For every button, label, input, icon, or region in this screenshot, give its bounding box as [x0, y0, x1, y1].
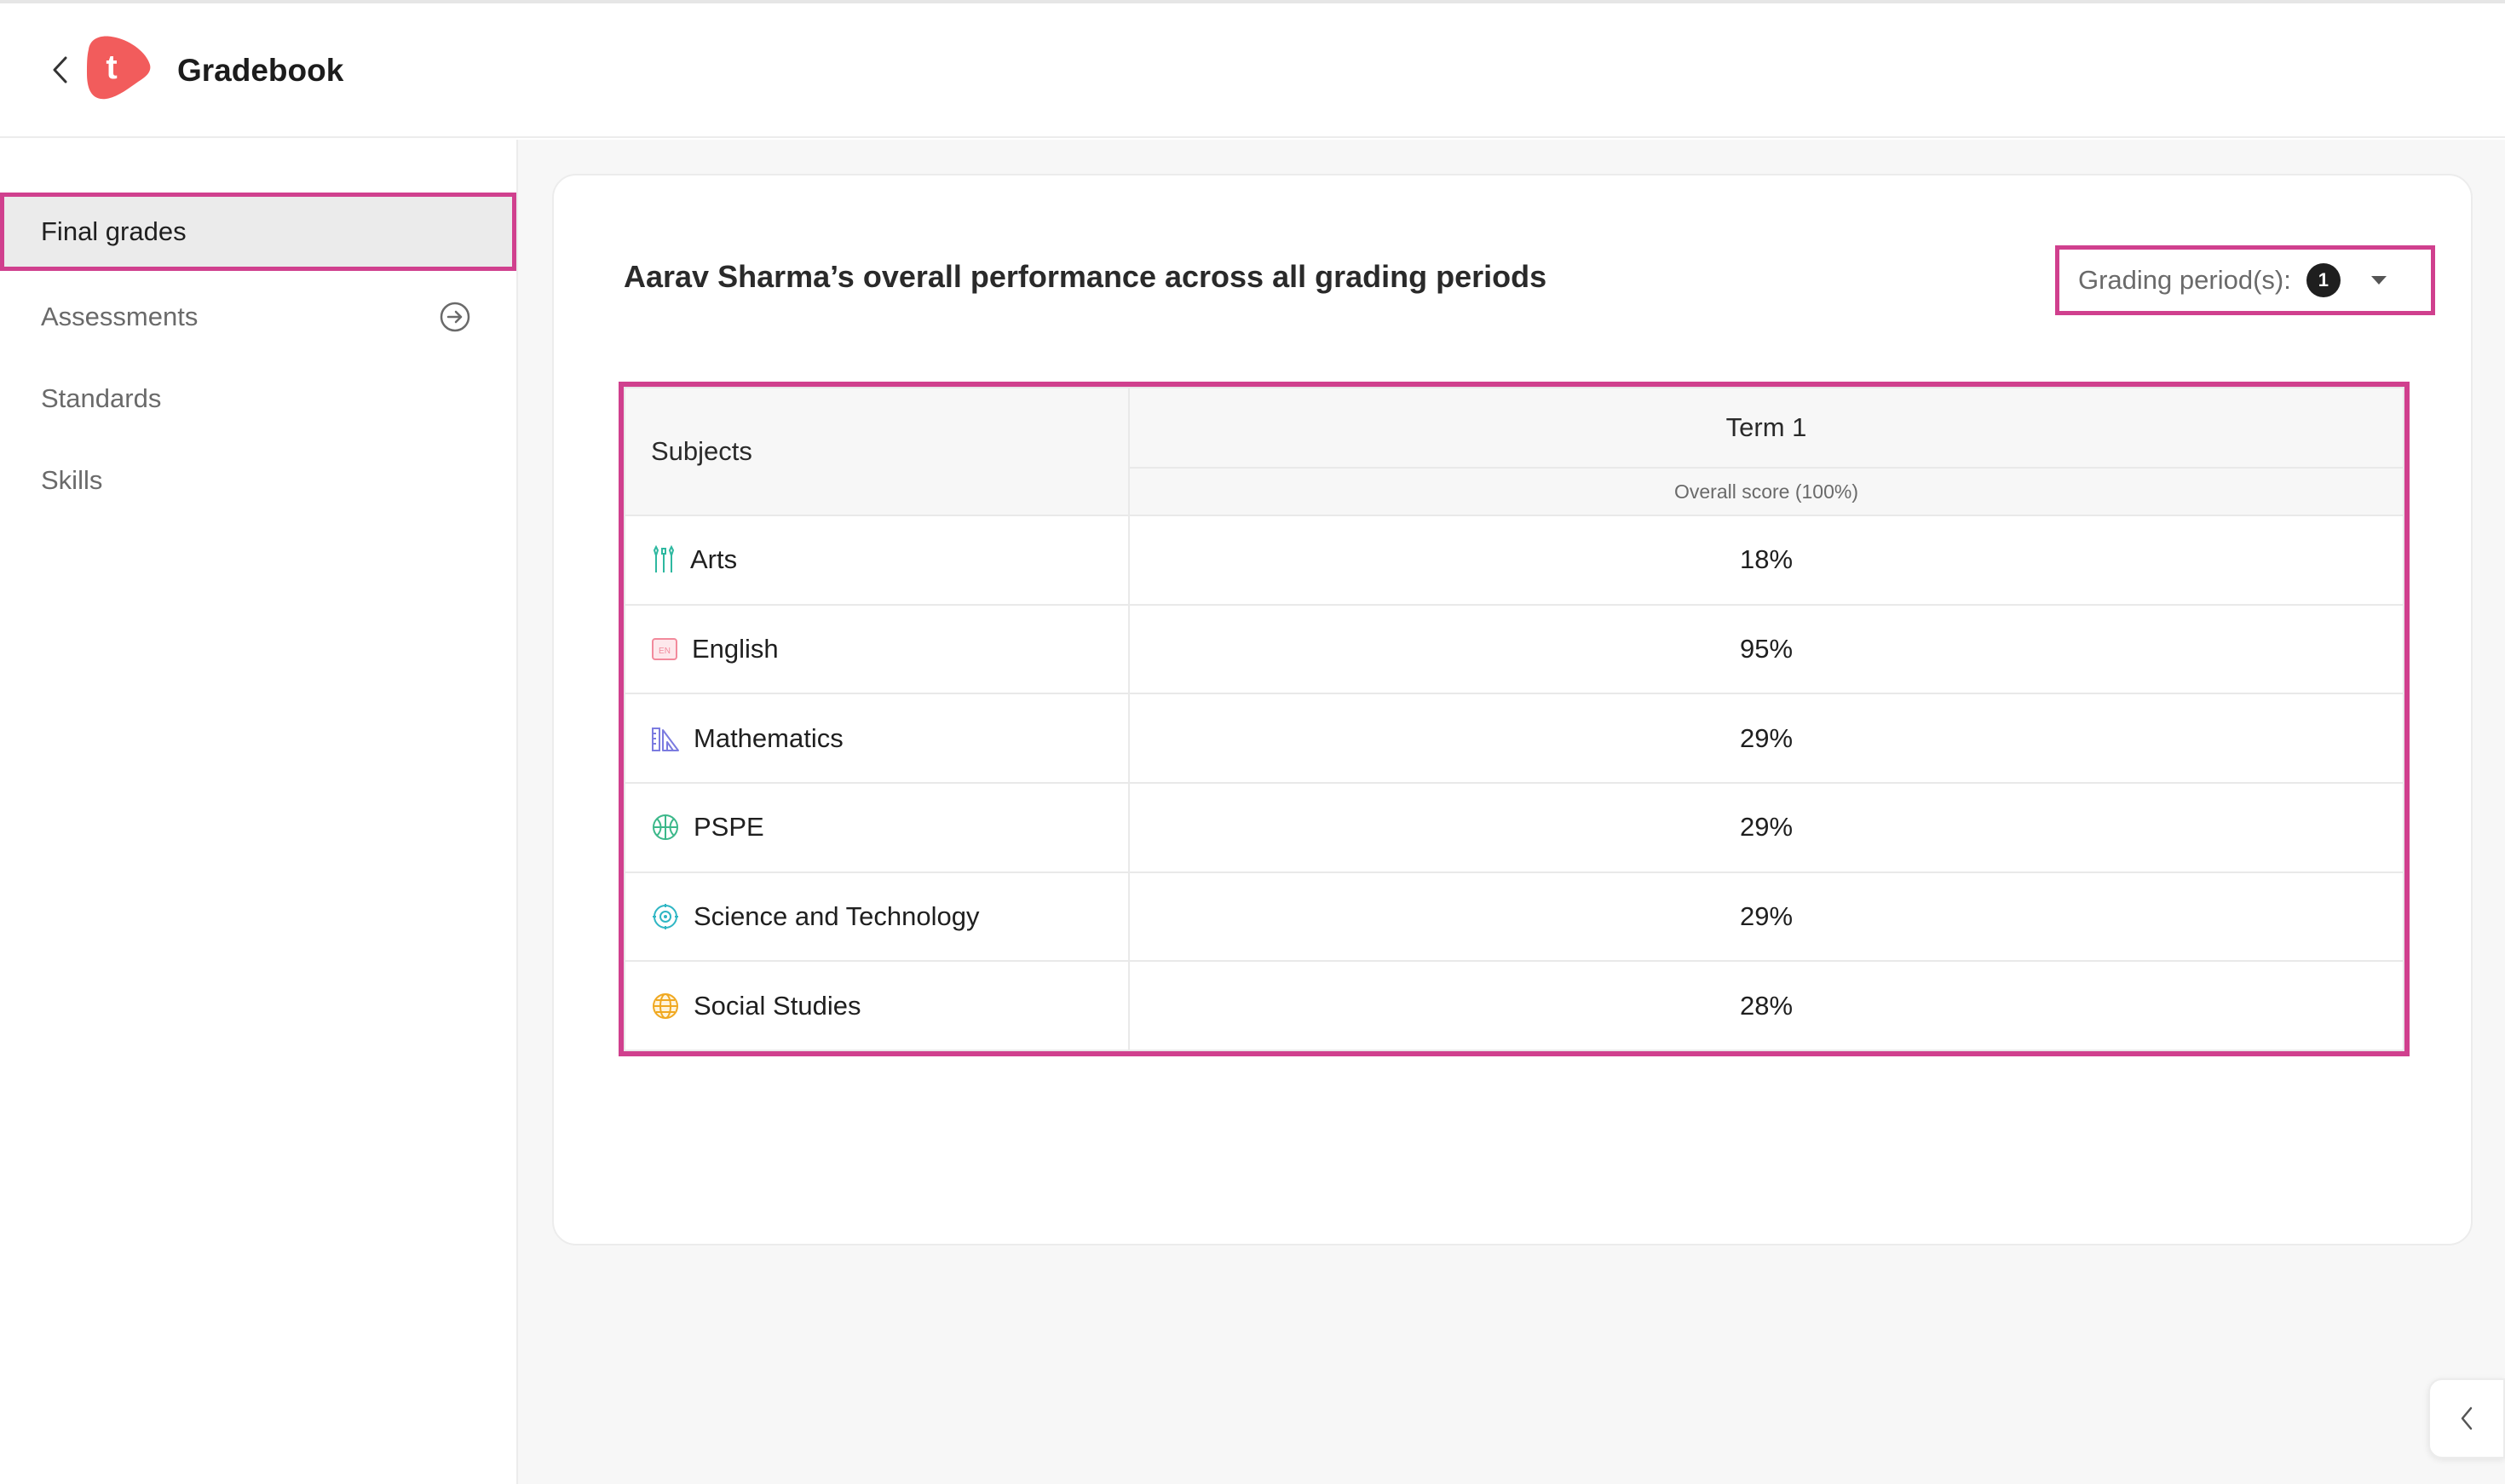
- grades-table: Subjects Term 1 Overall score (100%) Art: [619, 382, 2410, 1056]
- main-content: Aarav Sharma’s overall performance acros…: [518, 140, 2505, 1484]
- table-row: PSPE 29%: [624, 781, 2404, 873]
- score-cell: 29%: [1128, 781, 2404, 873]
- svg-text:EN: EN: [659, 647, 671, 656]
- top-border: [0, 0, 2505, 3]
- sidebar-item-label: Final grades: [41, 216, 187, 246]
- performance-card: Aarav Sharma’s overall performance acros…: [552, 174, 2473, 1245]
- score-cell: 95%: [1128, 603, 2404, 695]
- sidebar: Final grades Assessments Standards Skill…: [0, 140, 518, 1484]
- subject-name: Science and Technology: [694, 900, 980, 931]
- table-row: Social Studies 28%: [624, 960, 2404, 1051]
- table-row: Arts 18%: [624, 515, 2404, 606]
- subject-name: PSPE: [694, 812, 764, 843]
- subject-name: English: [692, 633, 779, 664]
- pspe-icon: [653, 814, 678, 841]
- subject-name: Arts: [690, 544, 738, 575]
- chevron-left-icon: [2461, 1406, 2473, 1430]
- chevron-left-icon: [53, 56, 67, 83]
- app-header: t Gradebook: [0, 3, 2505, 138]
- app-title: Gradebook: [177, 53, 344, 88]
- arts-icon: [653, 545, 675, 573]
- caret-down-icon: [2370, 276, 2387, 285]
- subjects-column-header: Subjects: [624, 387, 1130, 516]
- sidebar-item-skills[interactable]: Skills: [0, 441, 516, 520]
- grading-period-label: Grading period(s):: [2078, 265, 2291, 295]
- table-row: EN English 95%: [624, 603, 2404, 695]
- sidebar-item-standards[interactable]: Standards: [0, 359, 516, 438]
- sidebar-item-label: Standards: [41, 383, 162, 413]
- term-column-header: Term 1: [1128, 387, 2404, 469]
- back-button[interactable]: [43, 49, 77, 90]
- app-logo: t: [82, 32, 152, 102]
- english-icon: EN: [652, 637, 677, 660]
- sidebar-item-label: Assessments: [41, 302, 199, 331]
- subject-name: Mathematics: [694, 722, 844, 753]
- grading-period-count-badge: 1: [2306, 263, 2341, 297]
- sidebar-item-label: Skills: [41, 465, 103, 495]
- score-cell: 29%: [1128, 693, 2404, 784]
- sidebar-item-final-grades[interactable]: Final grades: [0, 193, 516, 271]
- sidebar-item-assessments[interactable]: Assessments: [0, 278, 516, 356]
- science-icon: [653, 903, 678, 929]
- table-row: Mathematics 29%: [624, 693, 2404, 784]
- mathematics-icon: [652, 727, 679, 751]
- arrow-circle-right-icon[interactable]: [438, 300, 472, 334]
- overall-score-subheader: Overall score (100%): [1128, 467, 2404, 516]
- grading-period-dropdown[interactable]: Grading period(s): 1: [2055, 245, 2435, 315]
- table-row: Science and Technology 29%: [624, 871, 2404, 963]
- social-studies-icon: [653, 992, 678, 1019]
- subject-name: Social Studies: [694, 990, 861, 1021]
- score-cell: 28%: [1128, 960, 2404, 1051]
- page-title: Aarav Sharma’s overall performance acros…: [624, 259, 1547, 294]
- logo-letter: t: [106, 48, 118, 86]
- score-cell: 18%: [1128, 515, 2404, 606]
- panel-toggle-button[interactable]: [2428, 1378, 2505, 1458]
- score-cell: 29%: [1128, 871, 2404, 963]
